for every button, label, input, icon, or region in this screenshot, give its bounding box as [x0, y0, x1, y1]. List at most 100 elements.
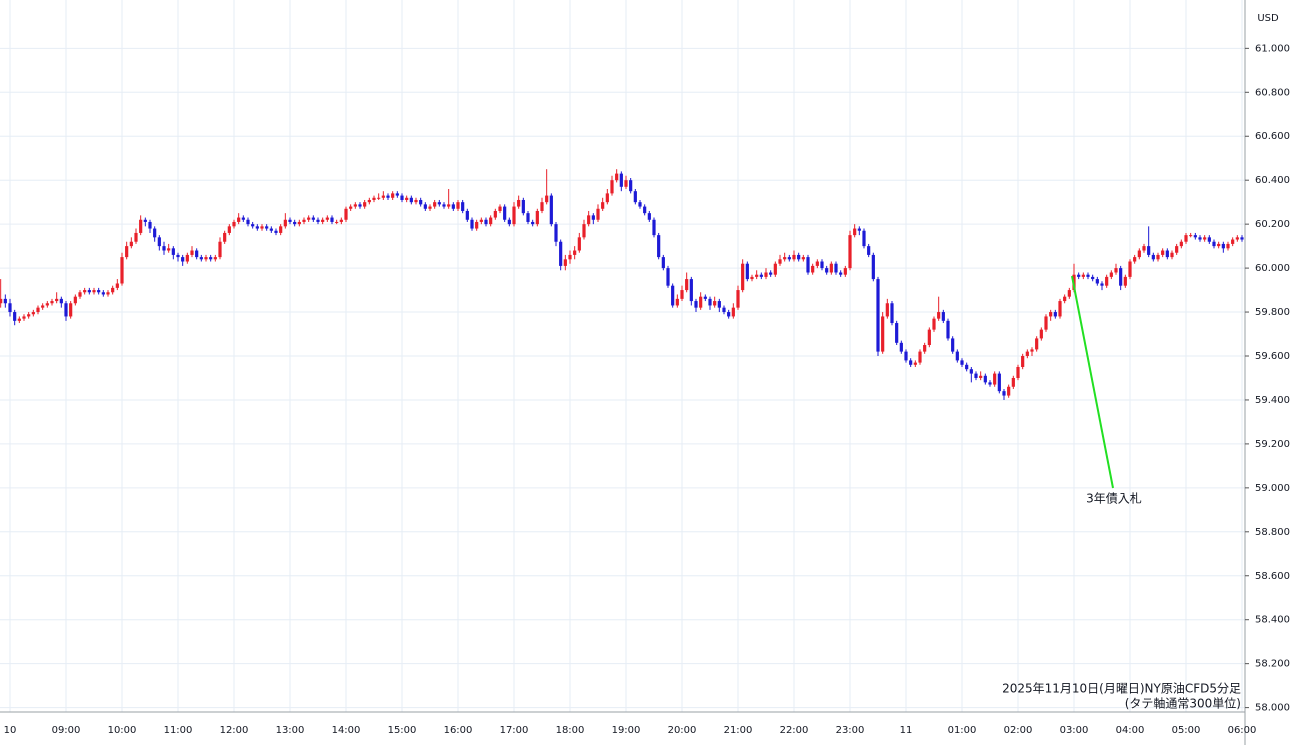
candle-body [190, 250, 194, 255]
candle-body [694, 301, 698, 308]
candle-body [717, 301, 721, 308]
candle-body [839, 272, 843, 275]
candle-body [1086, 274, 1090, 277]
candle-body [36, 307, 40, 313]
candle-body [157, 237, 161, 247]
candle-body [918, 351, 922, 363]
candle-body [181, 257, 185, 262]
candle-body [120, 257, 124, 284]
x-tick-label: 11:00 [164, 725, 193, 736]
candle-body [293, 221, 297, 225]
candle-body [279, 226, 283, 233]
candle-body [381, 195, 385, 198]
y-tick-label: 59.600 [1255, 351, 1290, 362]
candle-body [493, 210, 497, 218]
candle-body [255, 226, 259, 229]
candle-body [451, 204, 455, 209]
candle-body [913, 362, 917, 365]
candle-body [577, 237, 581, 251]
candle-body [573, 250, 577, 255]
candle-body [540, 202, 544, 211]
candle-body [59, 298, 63, 304]
candle-body [1123, 276, 1127, 286]
candle-body [853, 228, 857, 236]
candle-body [708, 298, 712, 306]
candle-body [470, 219, 474, 229]
candle-body [41, 305, 45, 308]
candle-body [237, 217, 241, 222]
candle-body [1119, 268, 1123, 286]
candle-body [1021, 356, 1025, 367]
candle-body [722, 307, 726, 313]
candle-body [941, 312, 945, 321]
candle-body [619, 173, 623, 187]
candle-body [755, 274, 759, 277]
candle-body [713, 301, 717, 306]
candle-body [209, 257, 213, 260]
candle-body [834, 263, 838, 273]
candle-body [498, 206, 502, 211]
x-tick-label: 22:00 [780, 725, 809, 736]
candle-body [1095, 279, 1099, 284]
candle-body [904, 351, 908, 361]
candle-body [414, 199, 418, 203]
candle-body [1002, 391, 1006, 396]
candle-body [1175, 246, 1179, 253]
candle-body [829, 263, 833, 273]
candle-body [1035, 338, 1039, 350]
y-tick-label: 59.400 [1255, 395, 1290, 406]
candle-body [815, 261, 819, 266]
candle-body [73, 296, 77, 304]
candle-body [1184, 235, 1188, 242]
candle-body [353, 204, 357, 207]
candle-body [932, 318, 936, 330]
candle-body [591, 215, 595, 220]
candle-body [951, 338, 955, 352]
candle-body [1058, 301, 1062, 317]
candle-body [605, 193, 609, 203]
candle-body [675, 298, 679, 306]
candle-body [428, 206, 432, 209]
candle-body [372, 197, 376, 200]
candle-body [321, 219, 325, 222]
candle-body [1011, 377, 1015, 387]
candle-body [647, 213, 651, 220]
candle-body [885, 303, 889, 317]
candle-body [587, 215, 591, 225]
candle-body [134, 232, 138, 242]
candle-body [1179, 241, 1183, 247]
candle-body [965, 364, 969, 370]
candle-body [741, 263, 745, 291]
candle-body [391, 193, 395, 198]
candle-body [531, 221, 535, 225]
candle-body [83, 290, 87, 293]
candle-body [50, 301, 54, 304]
candle-body [750, 276, 754, 280]
candle-body [689, 279, 693, 302]
candle-body [55, 298, 59, 302]
x-tick-label: 15:00 [388, 725, 417, 736]
candle-body [465, 210, 469, 220]
candle-body [274, 230, 278, 233]
candle-body [895, 323, 899, 343]
candle-body [843, 268, 847, 275]
chart-subtitle: (タテ軸通常300単位) [1125, 697, 1241, 711]
candle-body [937, 312, 941, 319]
candle-body [927, 329, 931, 346]
candle-body [148, 221, 152, 229]
y-tick-label: 60.000 [1255, 263, 1290, 274]
candle-body [745, 263, 749, 280]
candle-body [260, 226, 264, 229]
candle-body [862, 230, 866, 247]
candle-body [325, 217, 329, 220]
candle-body [1067, 290, 1071, 297]
candle-body [988, 382, 992, 385]
candle-body [246, 219, 250, 225]
candle-body [806, 257, 810, 273]
candle-body [769, 272, 773, 275]
candle-body [1165, 250, 1169, 258]
candle-body [899, 342, 903, 352]
